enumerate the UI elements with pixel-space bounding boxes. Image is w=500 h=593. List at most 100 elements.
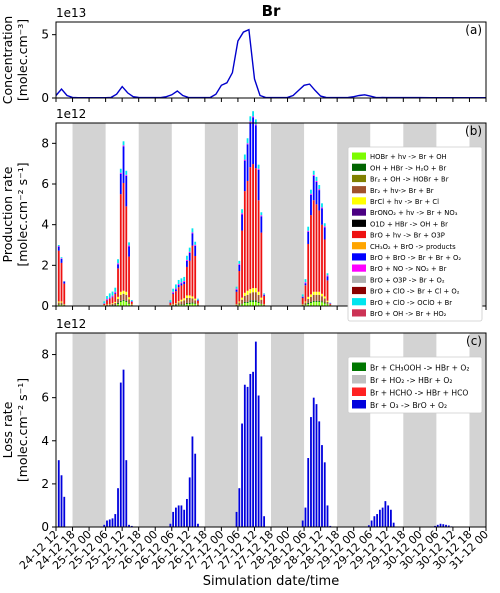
bar-segment — [310, 302, 312, 306]
bar-segment — [103, 303, 106, 305]
bar-segment — [312, 301, 315, 306]
bar-segment — [326, 276, 329, 281]
bar-segment — [175, 289, 177, 292]
bar-segment — [186, 295, 188, 298]
bar-segment — [191, 232, 194, 234]
bar-segment — [194, 244, 197, 246]
bar-segment — [63, 281, 66, 284]
bar-segment — [390, 509, 392, 527]
bar-segment — [254, 341, 257, 527]
legend-label: BrO + hv -> Br + O3P — [370, 232, 445, 240]
bar-segment — [392, 522, 395, 527]
bar-segment — [315, 181, 318, 205]
legend-swatch — [352, 230, 366, 239]
bar-segment — [326, 303, 329, 305]
bar-segment — [63, 283, 66, 304]
bar-segment — [119, 173, 122, 195]
bar-segment — [111, 303, 114, 304]
bar-segment — [241, 303, 243, 305]
bar-segment — [315, 404, 318, 527]
bar-segment — [254, 300, 257, 302]
bar-segment — [246, 301, 249, 303]
bar-segment — [128, 297, 130, 300]
bar-segment — [326, 505, 329, 527]
bar-segment — [321, 224, 323, 294]
bar-segment — [186, 255, 188, 260]
bar-segment — [307, 298, 310, 303]
bar-segment — [252, 371, 254, 527]
bar-segment — [183, 300, 186, 305]
night-shade — [138, 123, 172, 306]
bar-segment — [235, 511, 238, 527]
legend-label: BrO + OH -> Br + HO₂ — [370, 310, 447, 318]
bar-segment — [180, 301, 183, 305]
bar-segment — [188, 477, 191, 527]
bar-segment — [252, 111, 254, 117]
bar-segment — [310, 301, 312, 303]
bar-segment — [254, 125, 257, 169]
bar-segment — [106, 520, 108, 527]
bar-segment — [114, 301, 117, 303]
bar-segment — [125, 301, 128, 306]
bar-segment — [180, 278, 183, 283]
bar-segment — [114, 291, 117, 293]
bar-segment — [197, 304, 199, 306]
bar-segment — [194, 245, 197, 256]
bar-segment — [119, 382, 122, 527]
bar-segment — [183, 276, 186, 281]
bar-segment — [111, 291, 114, 296]
bar-segment — [249, 300, 252, 302]
bar-segment — [241, 209, 243, 214]
bar-segment — [304, 301, 307, 303]
bar-segment — [60, 262, 63, 302]
legend-label: Br₂ + OH -> HOBr + Br — [370, 176, 449, 184]
bar-segment — [169, 302, 172, 305]
y-axis-units: [molec.cm⁻³] — [15, 19, 30, 101]
bar-segment — [315, 204, 318, 292]
bar-segment — [257, 200, 260, 292]
bar-segment — [180, 304, 183, 306]
bar-segment — [197, 300, 199, 301]
bar-segment — [384, 501, 387, 527]
bar-segment — [310, 194, 312, 216]
bar-segment — [186, 498, 188, 527]
panel-1: 0 5 1e13 (a) Concentration [molec.cm⁻³] — [0, 6, 487, 105]
bar-segment — [186, 266, 188, 296]
legend-swatch — [352, 242, 366, 250]
legend-box — [347, 146, 483, 322]
bar-segment — [117, 488, 119, 527]
bar-segment — [122, 300, 125, 306]
bar-segment — [128, 303, 130, 306]
bar-segment — [318, 421, 321, 527]
bar-segment — [172, 511, 175, 527]
bar-segment — [186, 260, 188, 267]
bar-segment — [103, 524, 106, 527]
bar-segment — [376, 514, 379, 527]
bar-segment — [318, 291, 321, 295]
bar-segment — [301, 520, 304, 527]
bar-segment — [326, 304, 329, 306]
bar-segment — [57, 304, 60, 306]
bar-segment — [183, 304, 186, 305]
scale-note: 1e12 — [56, 317, 86, 331]
bar-segment — [122, 299, 125, 301]
bar-segment — [128, 299, 130, 304]
night-shade — [72, 333, 106, 527]
bar-segment — [315, 300, 318, 302]
bar-segment — [246, 144, 249, 181]
bar-segment — [307, 226, 310, 231]
bar-segment — [188, 295, 191, 298]
bar-segment — [175, 303, 177, 305]
bar-segment — [183, 509, 186, 527]
legend-label: Br + HO₂ -> HBr + O₂ — [370, 376, 452, 385]
bar-segment — [318, 300, 321, 302]
bar-segment — [318, 185, 321, 190]
bar-segment — [323, 303, 326, 306]
bar-segment — [197, 300, 199, 304]
bar-segment — [194, 241, 197, 245]
bar-segment — [188, 247, 191, 252]
bar-segment — [321, 208, 323, 225]
bar-segment — [175, 507, 177, 527]
bar-segment — [381, 507, 384, 527]
bar-segment — [257, 169, 260, 201]
